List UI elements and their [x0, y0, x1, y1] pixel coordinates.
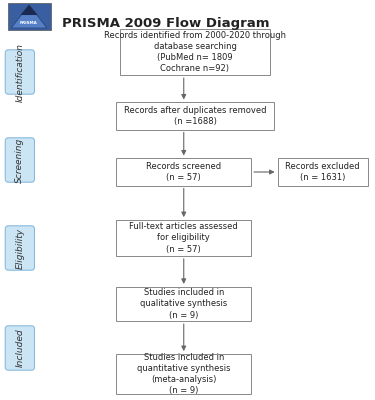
Text: Identification: Identification: [15, 42, 24, 102]
Text: Full-text articles assessed
for eligibility
(n = 57): Full-text articles assessed for eligibil…: [129, 222, 238, 254]
Polygon shape: [21, 5, 38, 15]
FancyBboxPatch shape: [5, 326, 34, 370]
Text: Eligibility: Eligibility: [15, 228, 24, 268]
FancyBboxPatch shape: [8, 3, 51, 30]
FancyBboxPatch shape: [116, 220, 251, 256]
Text: PRISMA: PRISMA: [20, 21, 38, 25]
Text: PRISMA 2009 Flow Diagram: PRISMA 2009 Flow Diagram: [62, 17, 269, 30]
FancyBboxPatch shape: [5, 226, 34, 270]
Text: Screening: Screening: [15, 137, 24, 183]
Text: Records after duplicates removed
(n =1688): Records after duplicates removed (n =168…: [124, 106, 266, 126]
Text: Studies included in
quantitative synthesis
(meta-analysis)
(n = 9): Studies included in quantitative synthes…: [137, 353, 231, 395]
Text: Records screened
(n = 57): Records screened (n = 57): [146, 162, 221, 182]
FancyBboxPatch shape: [278, 158, 368, 186]
FancyBboxPatch shape: [116, 354, 251, 394]
Polygon shape: [11, 5, 47, 28]
Text: Records identified from 2000-2020 through
database searching
(PubMed n= 1809
Coc: Records identified from 2000-2020 throug…: [104, 31, 286, 73]
FancyBboxPatch shape: [116, 287, 251, 321]
FancyBboxPatch shape: [5, 50, 34, 94]
Text: Records excluded
(n = 1631): Records excluded (n = 1631): [285, 162, 360, 182]
Text: Included: Included: [15, 329, 24, 367]
FancyBboxPatch shape: [120, 29, 270, 75]
FancyBboxPatch shape: [116, 102, 274, 130]
FancyBboxPatch shape: [116, 158, 251, 186]
Text: Studies included in
qualitative synthesis
(n = 9): Studies included in qualitative synthesi…: [140, 288, 227, 320]
FancyBboxPatch shape: [5, 138, 34, 182]
